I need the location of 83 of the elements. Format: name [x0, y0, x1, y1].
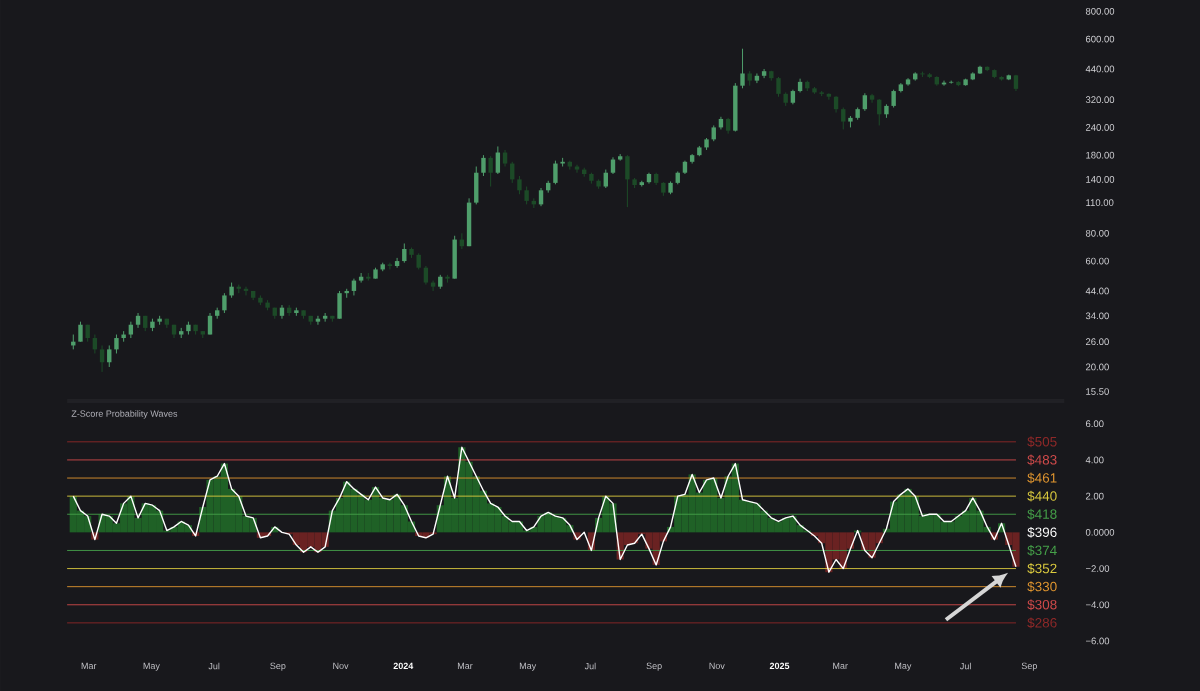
candlestick	[481, 154, 486, 177]
candlestick	[322, 312, 328, 323]
x-tick-label: May	[143, 662, 160, 671]
annotation: $374	[1027, 544, 1057, 556]
x-tick-label: Jul	[208, 662, 220, 670]
candlestick	[222, 292, 227, 314]
y-tick-label: −6.00	[1085, 637, 1110, 645]
candlestick	[337, 290, 342, 320]
annotation: $308	[1027, 599, 1057, 611]
candlestick	[625, 154, 630, 208]
candlestick	[99, 344, 105, 373]
candlestick	[826, 92, 832, 101]
x-tick-label: Sep	[1021, 662, 1037, 671]
y-tick-label: 600.00	[1085, 35, 1115, 43]
x-tick-label: Sep	[646, 662, 662, 671]
y-tick-label: 44.00	[1085, 287, 1109, 295]
candlestick	[740, 48, 745, 89]
candlestick	[394, 257, 400, 269]
candlestick	[841, 107, 846, 130]
candlestick	[466, 197, 472, 247]
candlestick	[207, 312, 213, 336]
candlestick	[776, 76, 781, 98]
y-tick-label: 20.00	[1085, 363, 1109, 371]
text: Z-Score Probability Waves	[71, 410, 178, 419]
y-tick-label: 110.00	[1086, 199, 1114, 206]
candlestick	[538, 187, 544, 207]
line-series	[72, 446, 1017, 573]
x-tick-label: Sep	[270, 662, 286, 671]
y-tick-label: 240.00	[1085, 124, 1115, 131]
candlestick	[114, 334, 119, 354]
annotation: $286	[1027, 617, 1057, 629]
y-tick-label: 140.00	[1086, 176, 1115, 183]
annotation: $483	[1027, 454, 1057, 466]
y-tick-label: 320.00	[1085, 96, 1115, 104]
x-tick-label: Nov	[333, 662, 349, 669]
candlestick	[495, 145, 501, 175]
y-tick-label: 2.00	[1085, 492, 1104, 500]
y-tick-label: 180.00	[1086, 151, 1115, 159]
annotation: $505	[1027, 436, 1057, 448]
candlestick	[358, 272, 364, 284]
y-tick-label: 26.00	[1085, 338, 1109, 346]
y-tick-label: 60.00	[1085, 257, 1109, 265]
y-tick-label: 800.00	[1085, 7, 1115, 15]
annotation: $418	[1027, 508, 1057, 520]
y-tick-label: 34.00	[1085, 312, 1109, 320]
y-tick-label: −4.00	[1085, 601, 1110, 609]
candlestick	[517, 175, 522, 195]
candlestick	[423, 265, 429, 286]
x-tick-label: Jul	[584, 662, 596, 670]
annotation: $461	[1027, 472, 1057, 484]
candlestick	[733, 82, 738, 133]
x-tick-label: Nov	[709, 662, 725, 669]
y-tick-label: 80.00	[1085, 229, 1109, 237]
x-tick-label: 2025	[769, 662, 790, 670]
candlestick	[315, 315, 321, 326]
x-tick-label: Mar	[457, 662, 473, 669]
annotation: $440	[1027, 490, 1057, 502]
candlestick	[754, 72, 760, 84]
y-tick-label: 6.00	[1085, 420, 1104, 428]
x-tick-label: Mar	[81, 662, 97, 669]
candlestick	[402, 242, 407, 264]
candlestick	[387, 262, 393, 270]
annotation: $352	[1027, 563, 1057, 575]
y-tick-label: 15.50	[1086, 388, 1109, 395]
y-tick-label: 4.00	[1085, 456, 1104, 464]
y-tick-label: 440.00	[1085, 65, 1115, 73]
annotation: $396	[1027, 526, 1057, 538]
x-tick-label: Mar	[833, 662, 848, 669]
x-tick-label: May	[895, 662, 912, 671]
y-tick-label: −2.00	[1085, 565, 1110, 572]
x-tick-label: Jul	[959, 662, 971, 670]
x-tick-label: May	[519, 662, 537, 671]
candlestick	[107, 344, 112, 368]
candlestick	[78, 321, 83, 343]
candlestick	[603, 169, 608, 189]
candlestick	[474, 166, 479, 205]
annotation: $330	[1027, 581, 1057, 593]
candlestick	[553, 160, 558, 185]
candlestick	[488, 155, 493, 188]
x-tick-label: 2024	[393, 662, 414, 670]
candlestick	[574, 164, 580, 174]
candlestick	[452, 235, 457, 280]
y-tick-label: 0.0000	[1085, 528, 1115, 536]
